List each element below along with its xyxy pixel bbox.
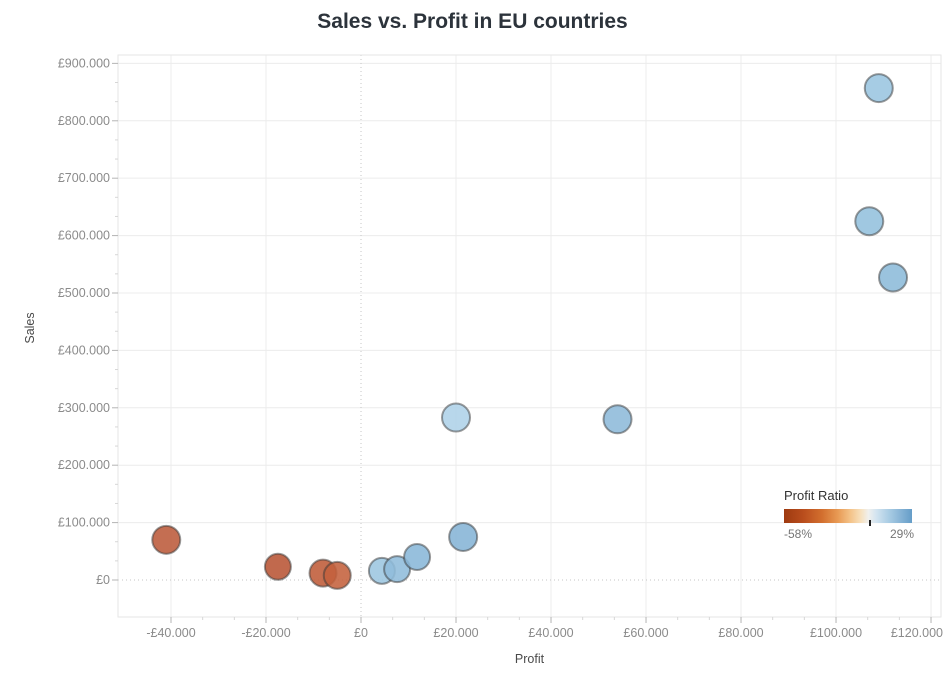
y-tick-label: £100.000 — [58, 516, 110, 530]
x-tick-label: £120.000 — [891, 626, 943, 640]
legend-labels: -58% 29% — [784, 527, 914, 541]
y-tick-label: £400.000 — [58, 343, 110, 357]
chart-title: Sales vs. Profit in EU countries — [317, 10, 628, 33]
y-tick-label: £800.000 — [58, 114, 110, 128]
x-tick-label: £80.000 — [718, 626, 763, 640]
plot-border — [117, 54, 942, 618]
color-legend: Profit Ratio -58% 29% — [784, 488, 914, 541]
legend-gradient-bar[interactable] — [784, 509, 912, 526]
y-tick-label: £0 — [96, 573, 110, 587]
data-point[interactable] — [878, 262, 909, 293]
y-tick-label: £300.000 — [58, 401, 110, 415]
y-tick-label: £500.000 — [58, 286, 110, 300]
data-point[interactable] — [263, 552, 292, 581]
data-point[interactable] — [863, 73, 894, 104]
x-tick-label: £20.000 — [433, 626, 478, 640]
y-axis-title: Sales — [23, 312, 37, 344]
data-point[interactable] — [448, 521, 479, 552]
x-tick-label: -£40.000 — [146, 626, 195, 640]
x-tick-label: £60.000 — [623, 626, 668, 640]
data-point[interactable] — [602, 404, 633, 435]
x-tick-label: £100.000 — [810, 626, 862, 640]
y-tick-label: £700.000 — [58, 171, 110, 185]
legend-title: Profit Ratio — [784, 488, 849, 503]
x-tick-label: £40.000 — [528, 626, 573, 640]
y-tick-label: £200.000 — [58, 458, 110, 472]
data-point[interactable] — [403, 543, 432, 572]
y-tick-label: £600.000 — [58, 229, 110, 243]
data-point[interactable] — [441, 402, 472, 433]
x-tick-label: £0 — [354, 626, 368, 640]
y-tick-label: £900.000 — [58, 56, 110, 70]
data-point[interactable] — [322, 560, 352, 590]
x-axis-title: Profit — [514, 652, 545, 666]
data-point[interactable] — [854, 206, 885, 237]
legend-zero-tick — [868, 520, 871, 526]
x-tick-label: -£20.000 — [241, 626, 290, 640]
data-point[interactable] — [151, 524, 182, 555]
legend-min-label: -58% — [784, 527, 813, 541]
legend-max-label: 29% — [889, 527, 914, 541]
